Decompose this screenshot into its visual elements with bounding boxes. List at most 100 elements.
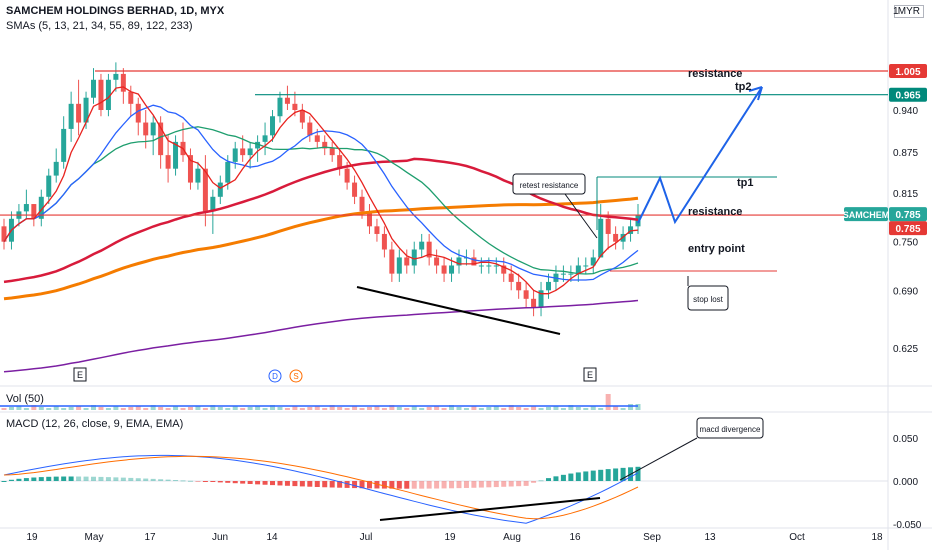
- symbol-tag[interactable]: [844, 207, 888, 222]
- price-tag-1005-text: 1.005: [895, 67, 920, 78]
- candle[interactable]: [538, 281, 544, 317]
- candle-body: [225, 161, 231, 183]
- candle[interactable]: [322, 135, 328, 156]
- candle[interactable]: [590, 249, 596, 274]
- candle[interactable]: [105, 73, 111, 117]
- volume-bar: [583, 408, 589, 410]
- candle-body: [143, 122, 149, 136]
- volume-bar: [456, 407, 462, 410]
- macd-histogram-bar: [299, 481, 305, 487]
- candle[interactable]: [38, 189, 44, 227]
- candle[interactable]: [411, 241, 417, 274]
- candle[interactable]: [68, 91, 74, 142]
- candle[interactable]: [381, 226, 387, 258]
- candle[interactable]: [508, 265, 514, 291]
- macd-histogram-bar: [76, 476, 82, 481]
- candle[interactable]: [143, 110, 149, 149]
- event-marker-circle[interactable]: [289, 369, 303, 383]
- candle[interactable]: [516, 273, 522, 299]
- volume-bar: [150, 405, 156, 410]
- candle[interactable]: [575, 257, 581, 282]
- candle[interactable]: [493, 257, 499, 274]
- candle[interactable]: [202, 155, 208, 227]
- candle[interactable]: [419, 233, 425, 258]
- candle[interactable]: [613, 226, 619, 250]
- candle[interactable]: [426, 233, 432, 266]
- candle[interactable]: [456, 249, 462, 274]
- candle[interactable]: [270, 110, 276, 142]
- candle[interactable]: [195, 161, 201, 190]
- event-marker-circle[interactable]: [268, 369, 282, 383]
- candle-body: [76, 103, 82, 123]
- macd-histogram-bar: [471, 481, 477, 488]
- candle[interactable]: [389, 241, 395, 282]
- candle[interactable]: [255, 135, 261, 162]
- currency-badge[interactable]: MYR: [893, 5, 924, 18]
- candle[interactable]: [598, 204, 604, 258]
- candle-body: [419, 241, 425, 250]
- candle-body: [91, 79, 97, 98]
- candle[interactable]: [307, 116, 313, 142]
- macd-histogram-bar: [531, 481, 537, 483]
- candle[interactable]: [46, 168, 52, 205]
- candle[interactable]: [396, 249, 402, 282]
- candle[interactable]: [523, 281, 529, 308]
- candle[interactable]: [76, 79, 82, 136]
- candle[interactable]: [374, 218, 380, 242]
- macd-histogram-bar: [545, 478, 551, 481]
- volume-bar: [195, 406, 201, 410]
- candle[interactable]: [135, 97, 141, 136]
- macd-histogram-bar: [240, 481, 246, 484]
- candle[interactable]: [53, 148, 59, 183]
- event-marker-earnings[interactable]: [73, 367, 87, 382]
- volume-bar: [270, 405, 276, 410]
- macd-histogram-bar: [568, 473, 574, 481]
- candle[interactable]: [1, 218, 7, 250]
- candle[interactable]: [404, 249, 410, 274]
- price-tag-1005[interactable]: [889, 64, 927, 79]
- candle[interactable]: [165, 135, 171, 183]
- candle[interactable]: [471, 249, 477, 266]
- candle[interactable]: [441, 257, 447, 282]
- candle[interactable]: [449, 257, 455, 282]
- candle[interactable]: [158, 116, 164, 169]
- candle[interactable]: [531, 290, 537, 317]
- candle[interactable]: [150, 116, 156, 156]
- macd-histogram-bar: [270, 481, 276, 486]
- candle[interactable]: [91, 68, 97, 104]
- candle[interactable]: [352, 175, 358, 205]
- candle[interactable]: [545, 273, 551, 299]
- macd-histogram-bar: [352, 481, 358, 489]
- candle[interactable]: [329, 141, 335, 162]
- candle[interactable]: [366, 204, 372, 234]
- candle[interactable]: [61, 116, 67, 169]
- price-tag-0785[interactable]: [889, 221, 927, 236]
- candle[interactable]: [232, 141, 238, 169]
- candle[interactable]: [284, 85, 290, 110]
- candle-body: [187, 155, 193, 183]
- candle[interactable]: [262, 122, 268, 156]
- candle[interactable]: [23, 189, 29, 219]
- candle[interactable]: [173, 135, 179, 176]
- x-tick-label: 19: [444, 532, 456, 543]
- candle[interactable]: [120, 68, 126, 104]
- candle[interactable]: [277, 91, 283, 123]
- macd-histogram-bar: [613, 468, 619, 481]
- candle[interactable]: [187, 148, 193, 190]
- candle[interactable]: [434, 249, 440, 274]
- candle[interactable]: [217, 175, 223, 205]
- candle[interactable]: [247, 141, 253, 169]
- candle[interactable]: [180, 122, 186, 162]
- price-tag-last[interactable]: [889, 207, 927, 222]
- candle[interactable]: [299, 103, 305, 129]
- candle[interactable]: [98, 73, 104, 117]
- candle[interactable]: [337, 148, 343, 176]
- x-tick-label: Sep: [643, 532, 661, 543]
- price-tag-0965[interactable]: [889, 87, 927, 102]
- candle[interactable]: [478, 257, 484, 274]
- candle[interactable]: [113, 62, 119, 92]
- event-marker-earnings[interactable]: [583, 367, 597, 382]
- candle-body: [120, 73, 126, 92]
- candle[interactable]: [128, 85, 134, 117]
